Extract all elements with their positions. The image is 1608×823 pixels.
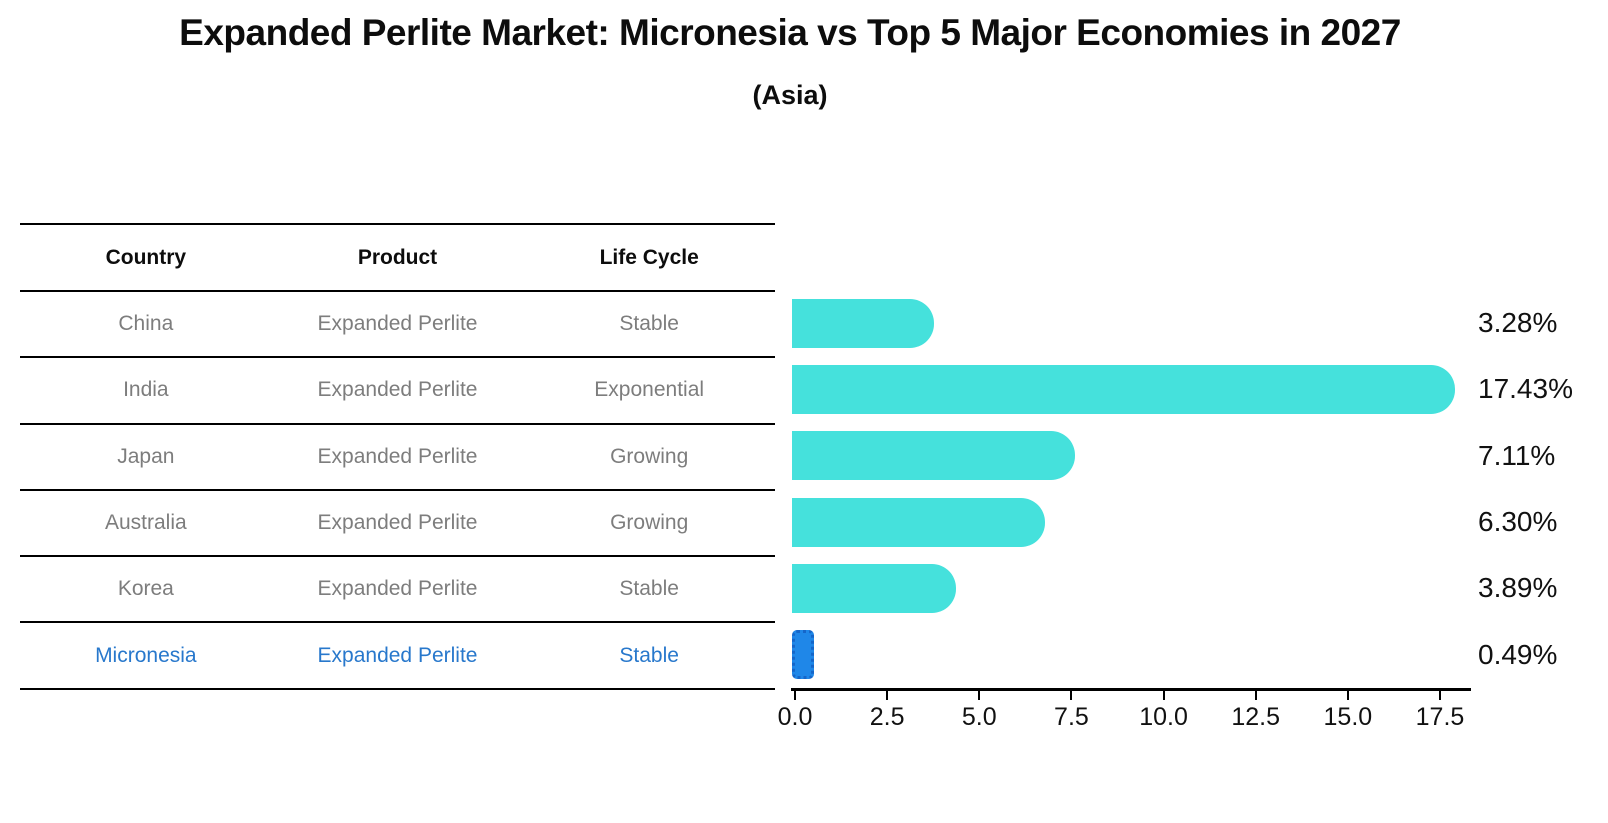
bar-india	[792, 364, 1455, 414]
bar-china	[792, 298, 934, 348]
table-cell: Expanded Perlite	[317, 511, 478, 535]
value-label-australia: 6.30%	[1478, 506, 1558, 538]
x-axis-line	[791, 688, 1471, 691]
chart-title: Expanded Perlite Market: Micronesia vs T…	[179, 12, 1401, 53]
bar-korea	[792, 563, 956, 613]
value-label-china: 3.28%	[1478, 307, 1558, 339]
table-row-india: India Expanded Perlite Exponential	[20, 358, 775, 425]
table-cell: Expanded Perlite	[317, 643, 478, 667]
table-row-japan: Japan Expanded Perlite Growing	[20, 425, 775, 491]
table-header-country: Country	[105, 245, 187, 269]
table-row-australia: Australia Expanded Perlite Growing	[20, 491, 775, 558]
x-axis-tick-label: 7.5	[1054, 703, 1089, 731]
table-cell: Australia	[104, 511, 187, 535]
table-header-product: Product	[357, 245, 438, 269]
bar-japan	[792, 431, 1075, 481]
table-cell: China	[118, 312, 174, 336]
table-header-life-cycle: Life Cycle	[599, 245, 699, 269]
table-row-china: China Expanded Perlite Stable	[20, 292, 775, 359]
x-axis-tick-label: 12.5	[1231, 703, 1281, 731]
table-cell: Korea	[117, 577, 174, 601]
table-cell: Expanded Perlite	[317, 378, 478, 402]
x-axis-tick	[794, 690, 796, 700]
table-cell: Micronesia	[95, 643, 197, 667]
x-axis-tick-label: 2.5	[869, 703, 905, 731]
table-cell: Stable	[619, 312, 679, 336]
table-cell: Exponential	[594, 378, 705, 402]
x-axis-tick-label: 5.0	[961, 703, 997, 731]
table-cell: India	[123, 378, 169, 402]
table-row-micronesia: Micronesia Expanded Perlite Stable	[20, 623, 775, 687]
x-axis-tick	[1438, 690, 1441, 700]
x-axis-tick	[1070, 690, 1073, 700]
x-axis-tick	[1254, 690, 1257, 700]
x-axis-tick-label: 10.0	[1139, 703, 1188, 731]
table-header-row: Country Product Life Cycle	[20, 225, 775, 292]
x-axis-tick-label: 17.5	[1415, 703, 1465, 731]
value-label-micronesia: 0.49%	[1478, 638, 1558, 670]
value-label-korea: 3.89%	[1478, 572, 1558, 604]
x-axis-tick	[1162, 690, 1165, 700]
x-axis-tick	[978, 690, 981, 700]
x-axis-tick	[886, 690, 889, 700]
table-cell: Expanded Perlite	[317, 312, 478, 336]
bar-micronesia	[792, 630, 814, 680]
x-axis-tick	[1346, 690, 1349, 700]
table-cell: Japan	[117, 444, 175, 468]
table-cell: Expanded Perlite	[317, 577, 478, 601]
table-cell: Growing	[610, 511, 689, 535]
table-cell: Stable	[619, 577, 679, 601]
bar-australia	[792, 497, 1045, 547]
country-table: Country Product Life Cycle China Expanded…	[20, 223, 775, 690]
value-label-japan: 7.11%	[1478, 439, 1556, 471]
table-body: China Expanded Perlite Stable India Expanded…	[20, 292, 775, 688]
table-cell: Stable	[619, 643, 679, 667]
chart-subtitle: (Asia)	[752, 80, 828, 110]
table-cell: Growing	[610, 444, 689, 468]
value-label-india: 17.43%	[1478, 373, 1573, 405]
table-row-korea: Korea Expanded Perlite Stable	[20, 557, 775, 624]
x-axis-tick-label: 0.0	[777, 703, 813, 731]
table-cell: Expanded Perlite	[317, 444, 478, 468]
x-axis-tick-label: 15.0	[1323, 703, 1373, 731]
